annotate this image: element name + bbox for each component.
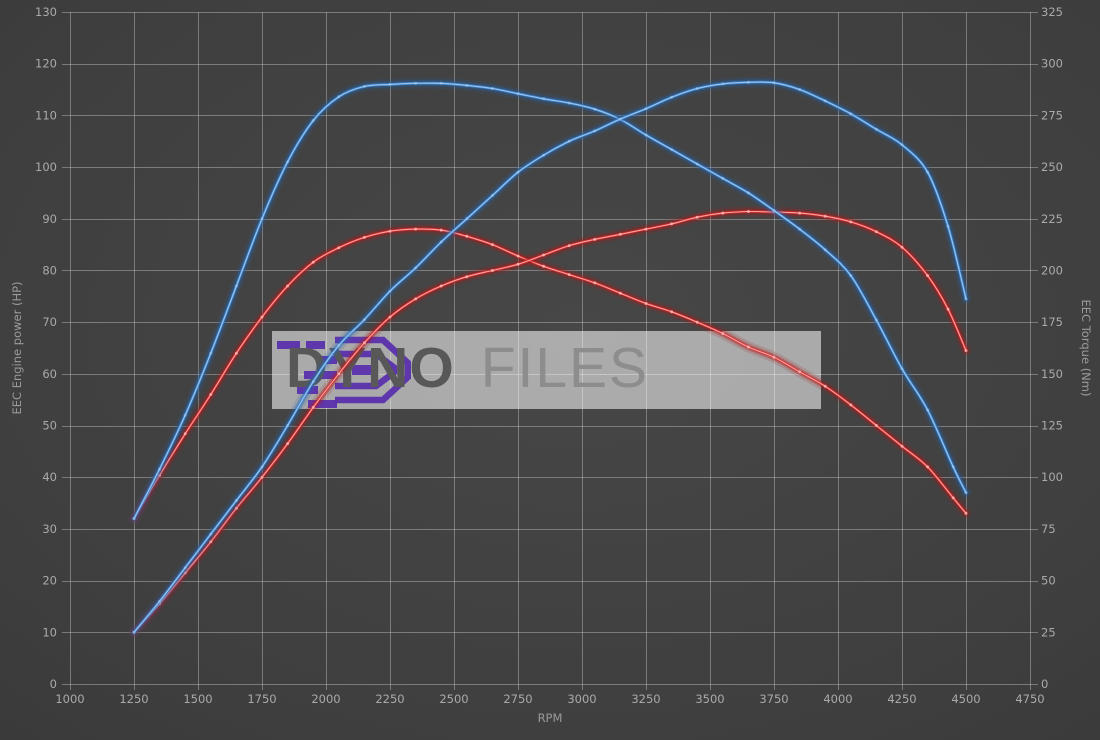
y-left-tick: 10 bbox=[42, 625, 57, 639]
y-axis-left-title: EEC Engine power (HP) bbox=[10, 281, 24, 415]
x-tick: 4750 bbox=[1015, 692, 1044, 706]
logo-eye bbox=[352, 365, 373, 375]
curve-power-blue-markers bbox=[132, 80, 968, 634]
x-tick: 1500 bbox=[183, 692, 212, 706]
x-tick: 2750 bbox=[503, 692, 532, 706]
x-axis-title: RPM bbox=[537, 711, 563, 725]
y-left-tick: 70 bbox=[42, 315, 57, 329]
y-left-tick: 80 bbox=[42, 263, 57, 277]
tick-labels: 0 10 20 30 40 50 60 70 80 90 100 110 120 130 0 25 50 75 10… bbox=[35, 5, 1063, 706]
watermark-brand-light: FILES bbox=[480, 336, 650, 400]
curve-power-blue bbox=[128, 76, 972, 638]
y-right-tick: 275 bbox=[1041, 108, 1063, 122]
curve-torque-blue bbox=[128, 77, 972, 525]
y-left-tick: 0 bbox=[50, 677, 57, 691]
y-left-tick: 50 bbox=[42, 419, 57, 433]
curve-torque-red-markers bbox=[132, 227, 968, 521]
y-right-tick: 200 bbox=[1041, 263, 1063, 277]
x-tick: 2250 bbox=[375, 692, 404, 706]
x-tick: 3250 bbox=[631, 692, 660, 706]
y-right-tick: 175 bbox=[1041, 315, 1063, 329]
gridlines bbox=[70, 12, 1031, 685]
curve-power-red-markers bbox=[132, 210, 968, 634]
y-left-tick: 100 bbox=[35, 160, 57, 174]
y-right-tick: 0 bbox=[1041, 677, 1048, 691]
y-axis-right-title: EEC Torque (Nm) bbox=[1079, 299, 1093, 397]
x-tick: 4500 bbox=[951, 692, 980, 706]
y-left-tick: 20 bbox=[42, 574, 57, 588]
x-tick: 3000 bbox=[567, 692, 596, 706]
x-tick: 4250 bbox=[887, 692, 916, 706]
logo-hex-rings bbox=[335, 336, 411, 404]
curve-power-red bbox=[128, 205, 972, 638]
x-tick: 2000 bbox=[311, 692, 340, 706]
y-right-tick: 250 bbox=[1041, 160, 1063, 174]
y-left-tick: 130 bbox=[35, 5, 57, 19]
y-right-tick: 150 bbox=[1041, 367, 1063, 381]
curve-torque-blue-markers bbox=[132, 81, 968, 521]
y-right-tick: 225 bbox=[1041, 212, 1063, 226]
x-tick: 1250 bbox=[119, 692, 148, 706]
y-left-tick: 90 bbox=[42, 212, 57, 226]
x-tick: 1000 bbox=[55, 692, 84, 706]
y-right-tick: 300 bbox=[1041, 57, 1063, 71]
y-right-tick: 25 bbox=[1041, 625, 1056, 639]
x-tick: 2500 bbox=[439, 692, 468, 706]
y-left-tick: 40 bbox=[42, 470, 57, 484]
y-right-tick: 100 bbox=[1041, 470, 1063, 484]
y-left-tick: 60 bbox=[42, 367, 57, 381]
y-right-tick: 125 bbox=[1041, 419, 1063, 433]
y-right-tick: 325 bbox=[1041, 5, 1063, 19]
y-left-tick: 120 bbox=[35, 57, 57, 71]
curve-torque-red bbox=[128, 223, 972, 525]
y-left-tick: 110 bbox=[35, 108, 57, 122]
x-tick: 3500 bbox=[695, 692, 724, 706]
y-right-tick: 75 bbox=[1041, 522, 1056, 536]
y-left-tick: 30 bbox=[42, 522, 57, 536]
y-right-tick: 50 bbox=[1041, 574, 1056, 588]
x-tick: 1750 bbox=[247, 692, 276, 706]
x-tick: 3750 bbox=[759, 692, 788, 706]
x-tick: 4000 bbox=[823, 692, 852, 706]
tick-marks bbox=[62, 12, 1038, 690]
watermark-brand-bold: DYNO bbox=[286, 336, 455, 400]
